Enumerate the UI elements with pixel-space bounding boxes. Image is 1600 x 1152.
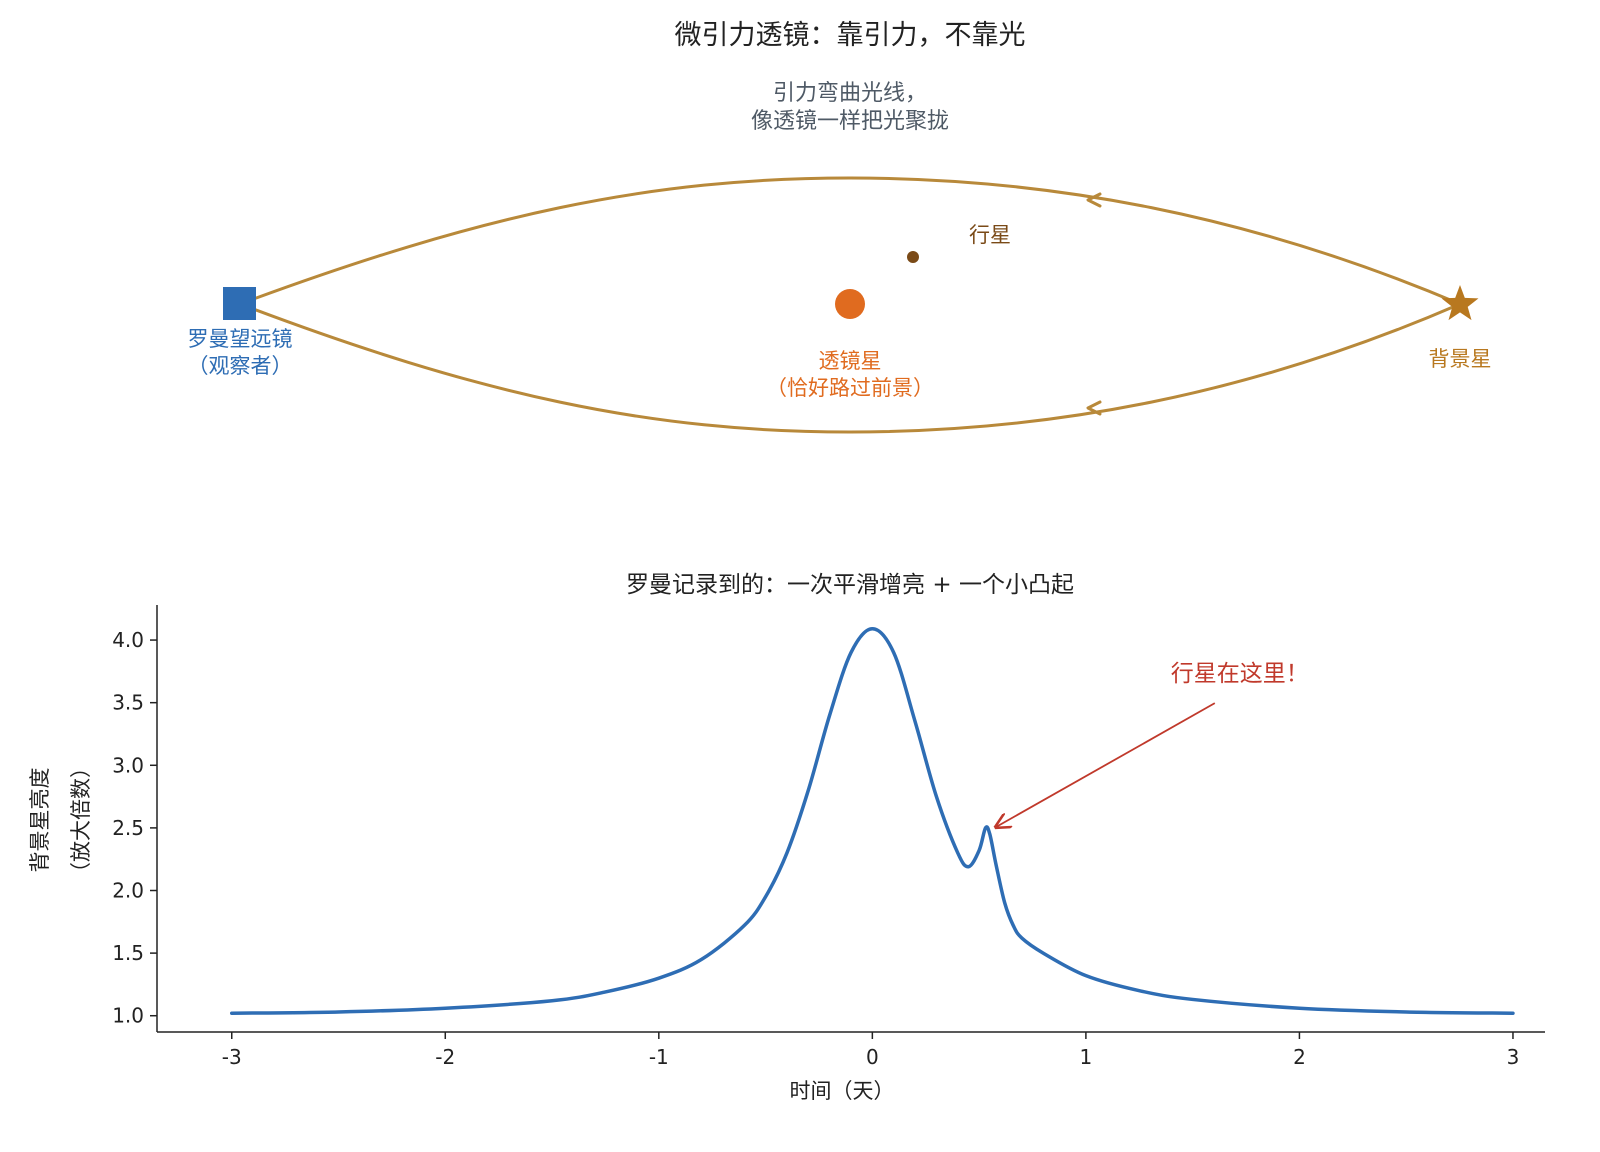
curve-data-point [700, 958, 702, 960]
y-tick-label: 2.5 [112, 816, 144, 840]
curve-data-point [1298, 1007, 1300, 1009]
x-ticks: -3 -2 -1 0 1 2 3 [222, 1032, 1520, 1069]
curve-data-point [231, 1012, 233, 1014]
curve-data-point [1021, 937, 1023, 939]
curve-data-point [893, 651, 895, 653]
x-tick-label: 2 [1293, 1045, 1306, 1069]
curve-data-point [658, 977, 660, 979]
y-tick-label: 2.0 [112, 879, 144, 903]
x-tick-label: -3 [222, 1045, 242, 1069]
curve-data-point [743, 924, 745, 926]
curve-data-point [1004, 902, 1006, 904]
curve-data-point [1512, 1012, 1514, 1014]
curve-data-point [1191, 998, 1193, 1000]
brightness-curve-line [229, 627, 1515, 1015]
lensing-diagram: 微引力透镜：靠引力，不靠光 引力弯曲光线， 像透镜一样把光聚拢 罗曼望远镜 （观… [188, 20, 1492, 434]
y-axis-label-line2: （放大倍数） [69, 757, 93, 883]
lens-star-label-line2: （恰好路过前景） [766, 376, 934, 400]
chart-title: 罗曼记录到的：一次平滑增亮 + 一个小凸起 [626, 572, 1074, 598]
planet-icon [907, 251, 919, 263]
curve-data-point [1012, 924, 1014, 926]
y-tick-label: 3.0 [112, 753, 144, 777]
planet-label: 行星 [969, 223, 1011, 247]
curve-data-point [967, 866, 969, 868]
curve-data-point [978, 849, 980, 851]
curve-data-point [444, 1007, 446, 1009]
curve-data-point [1085, 974, 1087, 976]
x-tick-label: 1 [1080, 1045, 1093, 1069]
y-ticks: 1.0 1.5 2.0 2.5 3.0 3.5 4.0 [112, 628, 157, 1028]
x-axis-label: 时间（天） [790, 1079, 895, 1103]
light-path-upper-arrow [1086, 192, 1102, 208]
lens-star-icon [835, 289, 865, 319]
curve-data-point [551, 999, 553, 1001]
lightcurve-chart: 罗曼记录到的：一次平滑增亮 + 一个小凸起 -3 -2 -1 0 1 2 3 1.0 1.5 2… [28, 572, 1545, 1103]
planet-annotation-arrow [996, 702, 1216, 827]
curve-data-point [1405, 1011, 1407, 1013]
curve-data-point [337, 1011, 339, 1013]
y-tick-label: 1.5 [112, 941, 144, 965]
curve-data-point [957, 852, 959, 854]
observer-telescope-icon [223, 287, 256, 320]
curve-data-point [995, 864, 997, 866]
diagram-caption-line2: 像透镜一样把光聚拢 [751, 109, 949, 134]
y-tick-label: 4.0 [112, 628, 144, 652]
x-tick-label: 3 [1507, 1045, 1520, 1069]
x-tick-label: -1 [649, 1045, 669, 1069]
y-axis-label-line1: 背景星亮度 [28, 768, 52, 873]
background-star-icon [1441, 285, 1479, 321]
curve-data-point [786, 852, 788, 854]
curve-data-point [807, 789, 809, 791]
curve-data-point [1138, 989, 1140, 991]
curve-data-point [935, 795, 937, 797]
y-tick-label: 1.0 [112, 1004, 144, 1028]
curve-data-point [764, 896, 766, 898]
diagram-title: 微引力透镜：靠引力，不靠光 [675, 20, 1026, 51]
x-tick-label: 0 [866, 1045, 879, 1069]
curve-data-point [984, 827, 986, 829]
curve-data-point [914, 720, 916, 722]
x-tick-label: -2 [435, 1045, 455, 1069]
light-path-lower [239, 302, 1461, 434]
curve-data-point [828, 714, 830, 716]
background-star-label: 背景星 [1429, 347, 1492, 371]
curve-data-point [989, 833, 991, 835]
light-path-upper [239, 176, 1461, 306]
curve-data-point [604, 991, 606, 993]
curve-data-point [850, 651, 852, 653]
y-tick-label: 3.5 [112, 691, 144, 715]
observer-label-line2: （观察者） [188, 354, 293, 378]
brightness-curve-points [231, 628, 1515, 1015]
observer-label-line1: 罗曼望远镜 [188, 327, 293, 351]
planet-annotation-text: 行星在这里！ [1171, 661, 1309, 687]
light-path-lower-arrow [1086, 400, 1102, 416]
diagram-caption-line1: 引力弯曲光线， [773, 81, 927, 106]
curve-data-point [871, 628, 873, 630]
curve-data-point [1042, 952, 1044, 954]
lens-star-label-line1: 透镜星 [819, 349, 882, 373]
